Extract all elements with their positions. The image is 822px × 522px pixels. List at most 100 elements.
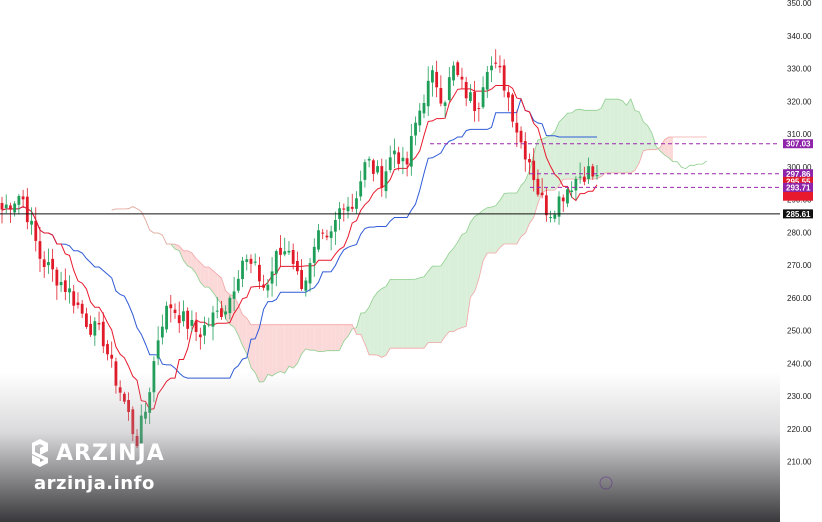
candle-body: [169, 304, 173, 309]
candle-body: [42, 259, 46, 268]
candle-body: [494, 62, 498, 64]
cloud-segment: [630, 98, 635, 173]
cloud-segment: [200, 262, 205, 288]
y-tick-label: 350.00: [787, 0, 812, 8]
candle-body: [511, 94, 515, 122]
candle-body: [393, 150, 396, 155]
cloud-segment: [276, 324, 281, 374]
candle-body: [502, 65, 506, 91]
candle-body: [317, 230, 320, 250]
cloud-segment: [474, 213, 479, 292]
candle-body: [59, 282, 63, 286]
cloud-segment: [305, 324, 311, 351]
x-tick-label: 25: [143, 496, 152, 505]
candle-body: [452, 65, 455, 81]
y-tick-label: 330.00: [787, 65, 812, 74]
candle-body: [114, 361, 118, 386]
candle-body: [203, 325, 206, 336]
cloud-segment: [272, 324, 277, 377]
candle-body: [274, 251, 278, 274]
cloud-segment: [301, 324, 306, 355]
cloud-segment: [428, 266, 433, 343]
x-tick-label: 19: [483, 496, 492, 505]
candle-body: [47, 262, 50, 266]
cloud-segment: [466, 222, 471, 327]
candle-body: [258, 264, 261, 282]
candle-body: [388, 157, 392, 171]
cloud-segment: [267, 324, 273, 377]
candle-body: [549, 217, 552, 219]
x-tick-label: 22: [100, 496, 109, 505]
candle-body: [515, 122, 519, 133]
candle-body: [0, 202, 4, 210]
candle-body: [350, 206, 354, 209]
candle-body: [401, 157, 405, 162]
candle-body: [253, 261, 257, 263]
cloud-segment: [504, 192, 509, 245]
cloud-segment: [187, 250, 192, 269]
candle-body: [582, 176, 586, 182]
span-a-line: [111, 98, 707, 383]
candle-body: [553, 214, 557, 219]
candle-body: [481, 87, 485, 108]
y-tick-label: 250.00: [787, 327, 812, 336]
cloud-segment: [499, 193, 505, 248]
candle-body: [591, 166, 595, 177]
y-tick-label: 240.00: [787, 359, 812, 368]
candle-body: [51, 258, 55, 270]
x-tick-label: Aug: [665, 496, 679, 505]
candle-body: [101, 321, 105, 347]
cloud-segment: [554, 122, 560, 191]
brand-site: arzinja.info: [34, 473, 155, 494]
candle-body: [291, 249, 295, 264]
candle-body: [473, 91, 477, 112]
cloud-segment: [449, 248, 454, 332]
candle-body: [245, 259, 249, 262]
candle-body: [346, 206, 350, 212]
y-axis: 210.00 220.00 230.00 240.00 250.00 260.00 270.…: [780, 0, 822, 522]
cloud-segment: [179, 245, 184, 261]
candle-body: [228, 297, 232, 314]
candle-body: [595, 175, 599, 177]
candle-body: [30, 220, 33, 225]
candle-body: [266, 284, 270, 291]
price-tag-bg: [783, 139, 813, 149]
candle-body: [431, 70, 434, 83]
candle-body: [144, 411, 147, 419]
candle-body: [409, 136, 413, 167]
price-tag-label: 295.55: [786, 177, 811, 186]
candle-body: [469, 92, 472, 101]
cloud-segment: [208, 266, 213, 293]
cloud-segment: [390, 279, 395, 349]
x-tick-label: 10: [354, 496, 363, 505]
cloud-segment: [453, 242, 458, 332]
cloud-segment: [550, 131, 555, 191]
candles: [0, 49, 599, 462]
cloud-segment: [592, 110, 597, 180]
candle-body: [287, 250, 291, 253]
candle-body: [477, 108, 481, 110]
cloud-segment: [331, 324, 336, 351]
y-tick-label: 340.00: [787, 32, 812, 41]
indicator-lines: [1, 85, 707, 410]
candle-body: [384, 171, 388, 192]
candle-body: [460, 76, 464, 80]
candle-body: [435, 71, 439, 88]
candle-body: [557, 196, 561, 217]
cloud-segment: [436, 266, 441, 343]
cloud-segment: [584, 110, 589, 180]
x-tick-label: 25: [569, 496, 578, 505]
candle-body: [21, 196, 25, 200]
candle-body: [194, 321, 198, 332]
cloud-segment: [478, 210, 484, 280]
y-tick-label: 260.00: [787, 294, 812, 303]
cloud-segment: [487, 206, 492, 253]
candle-body: [72, 291, 76, 306]
y-tick-label: 310.00: [787, 130, 812, 139]
candle-body: [25, 196, 29, 223]
cloud-segment: [419, 276, 424, 349]
candle-body: [578, 176, 582, 178]
candle-body: [38, 241, 42, 259]
